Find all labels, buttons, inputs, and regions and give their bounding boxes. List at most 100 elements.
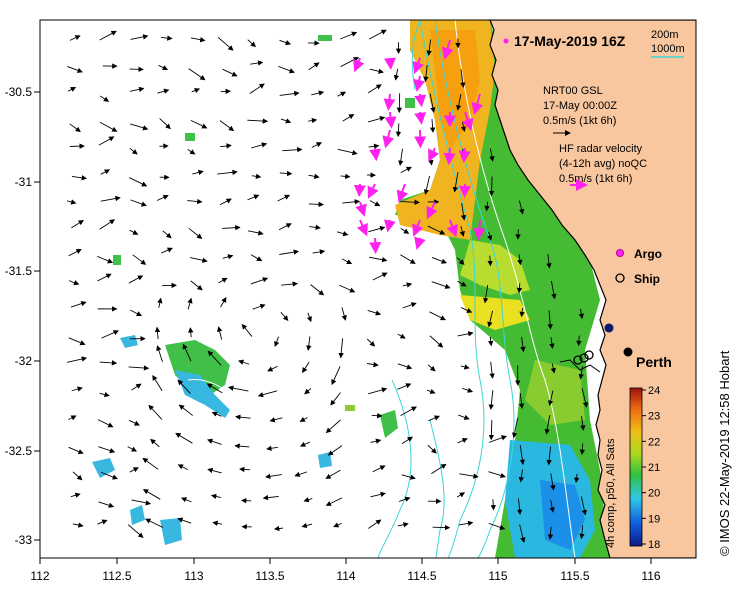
isobaths [377, 20, 515, 558]
current-arrow [220, 296, 227, 308]
current-arrow [177, 517, 192, 524]
current-arrow [518, 200, 525, 215]
argo-legend-label: Argo [634, 247, 662, 261]
current-arrow [97, 255, 114, 264]
current-arrow [337, 91, 347, 97]
current-arrow [222, 224, 241, 231]
current-arrow [400, 228, 410, 234]
current-arrow [130, 123, 149, 131]
radar-current-arrows [353, 39, 486, 255]
current-arrow [488, 176, 495, 197]
current-arrow [309, 224, 321, 231]
radar-arrow [369, 147, 382, 162]
current-arrow [157, 297, 163, 308]
sst-coverage [395, 20, 610, 558]
current-arrow [257, 390, 278, 398]
current-arrow [132, 254, 147, 265]
current-arrow [488, 471, 506, 479]
current-arrow [299, 441, 311, 447]
x-tick-label: 114.5 [407, 569, 436, 583]
current-arrow [370, 491, 386, 498]
current-arrow [429, 311, 446, 321]
current-arrow [150, 438, 160, 448]
current-arrow [101, 471, 118, 480]
current-arrow [191, 88, 201, 94]
current-arrow [99, 121, 118, 132]
current-arrow [488, 419, 495, 441]
current-arrow [547, 310, 553, 330]
current-arrow [69, 123, 81, 133]
current-arrow [515, 229, 521, 240]
current-arrow [549, 337, 555, 350]
current-arrow [265, 473, 282, 479]
current-arrow [397, 383, 412, 390]
current-arrow [371, 412, 383, 419]
current-arrow [372, 465, 386, 473]
radar-arrow [353, 183, 366, 198]
current-arrow [68, 446, 84, 455]
current-arrow [457, 438, 468, 444]
current-arrow [278, 65, 295, 74]
current-arrow [428, 415, 440, 422]
current-arrow [187, 198, 203, 205]
current-arrow [70, 492, 81, 498]
current-arrow [550, 280, 557, 300]
radar-arrow [441, 39, 454, 60]
current-arrow [129, 467, 139, 473]
current-arrow [458, 520, 474, 527]
current-arrow [67, 86, 77, 92]
current-arrow [330, 392, 341, 406]
current-arrow [279, 39, 292, 46]
y-tick-label: -30.5 [5, 85, 33, 99]
current-arrow [178, 404, 194, 416]
y-tick-label: -33 [15, 533, 33, 547]
current-arrow [308, 201, 324, 208]
current-arrow [398, 496, 411, 502]
current-arrow [175, 432, 193, 444]
radar-arrow [412, 57, 424, 75]
y-tick-label: -32.5 [5, 444, 33, 458]
current-arrow [251, 142, 268, 149]
current-arrow [188, 327, 194, 338]
current-arrow [311, 142, 322, 148]
current-arrow [217, 169, 238, 176]
current-arrow [576, 335, 582, 347]
current-arrow [190, 280, 203, 291]
current-arrow [368, 387, 388, 395]
current-arrow [239, 466, 251, 473]
land-mass [489, 20, 696, 558]
current-arrow [99, 360, 118, 366]
current-arrow [547, 390, 554, 407]
current-arrow [369, 68, 384, 74]
current-arrow [238, 359, 250, 365]
radar-arrow [414, 93, 427, 108]
current-arrow [484, 201, 490, 212]
current-arrow [487, 310, 494, 328]
current-arrow [148, 404, 163, 420]
current-arrow [395, 123, 402, 138]
current-arrow [312, 249, 326, 255]
current-arrow [308, 62, 320, 71]
current-arrow [489, 148, 495, 162]
current-arrow [573, 473, 580, 484]
current-arrow [71, 386, 83, 392]
colorbar: 24 23 22 21 20 19 18 4h comp, p50, All Sats [605, 385, 660, 551]
current-arrow [99, 30, 117, 41]
current-arrow [129, 147, 138, 155]
colorbar-tick-label: 23 [648, 411, 660, 423]
current-arrow [211, 411, 222, 417]
current-arrow [128, 419, 140, 426]
colorbar-tick-label: 21 [648, 462, 660, 474]
radar-arrow [458, 183, 471, 198]
current-arrow [210, 493, 221, 500]
current-arrow [427, 444, 437, 454]
current-arrow [488, 435, 507, 443]
current-arrow [100, 195, 121, 202]
current-arrow [206, 383, 223, 394]
current-arrow [130, 309, 143, 317]
current-arrow [251, 173, 262, 179]
current-arrow [68, 337, 86, 346]
x-axis: 112 112.5 113 113.5 114 114.5 115 115.5 … [30, 558, 661, 583]
current-arrow [544, 415, 551, 435]
current-arrow [219, 120, 235, 132]
